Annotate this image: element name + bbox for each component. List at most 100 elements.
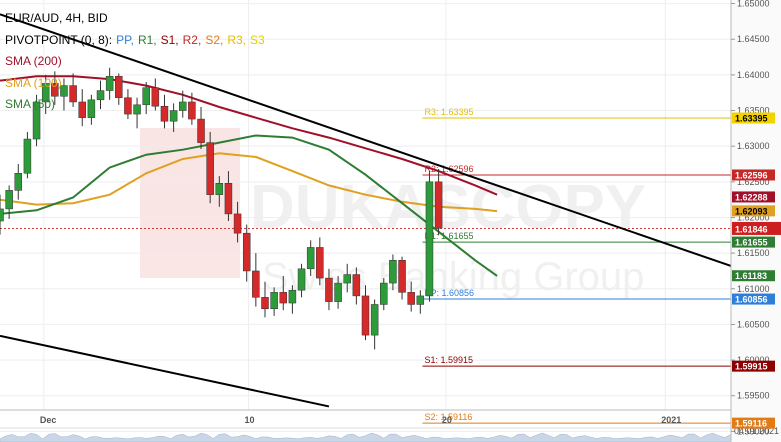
candle-body [334,282,342,302]
level-tag-s1-bg [732,360,775,372]
pivot-item: R1, [137,32,157,47]
y-tick-label: 1.65000 [737,0,770,9]
y-tick-label: 1.61500 [737,248,770,258]
y-tick-label: 1.64000 [737,70,770,80]
symbol-title: EUR/AUD, 4H, BID [5,11,108,25]
candle-body [224,183,233,215]
candle-body [179,101,187,111]
candle-body [124,97,132,115]
level-tag-s2-text: 1.59116 [735,419,767,429]
candle-body [297,268,306,291]
candle-body [188,101,196,120]
y-tick-label: 1.59500 [737,391,770,401]
price-tag-sma50-text: 1.61183 [735,271,767,281]
pivot-label-r3: R3: 1.63395 [425,107,474,117]
candle-body [5,190,13,210]
y-tick-label: 1.59000 [737,426,770,436]
candle-body [142,87,150,106]
candle-body [279,292,288,304]
candle-body [78,101,86,118]
level-tag-pp-text: 1.60856 [735,295,768,305]
price-tag-sma100-text: 1.62093 [735,206,768,216]
candle-body [14,173,23,191]
y-tick-label: 1.61000 [737,284,770,294]
candle-body [261,297,269,309]
candle-body [316,247,324,279]
candle-body [325,277,333,302]
candle-body [252,270,260,298]
price-tag-sma50-bg [732,270,775,282]
pivot-prefix: PIVOTPOINT (0, 8): [5,32,113,47]
pivot-item: S1, [160,32,179,47]
candle-body [197,118,205,143]
trend-line-upper-channel [0,13,732,267]
y-tick-label: 1.60000 [737,355,770,365]
candle-body [60,85,68,97]
y-tick-label: 1.63500 [737,106,770,116]
candle-body [23,138,32,174]
price-tag-current-bg [732,221,781,235]
x-tick-label: Dec [40,415,57,425]
candle-body [115,76,123,98]
pivot-label-s1: S1: 1.59915 [425,355,474,365]
time-axis: Dec 10 20 2021 04.01.2021 [0,409,779,436]
pivot-label-s2: S2: 1.59116 [425,412,473,422]
y-tick-label: 1.62000 [737,212,770,222]
pivot-legend: PIVOTPOINT (0, 8): PP, R1, S1, R2, S2, R3, S3 [5,30,273,52]
level-tag-s2-bg [732,417,775,429]
level-tag-r1-bg [732,236,775,248]
candle-body [41,83,50,103]
y-tick-label: 1.60500 [737,319,770,329]
pivot-item: PP, [116,32,134,47]
pivot-label-pp: PP: 1.60856 [425,288,475,298]
candle-body [270,292,278,309]
candle-body [32,101,41,140]
candle-body [370,304,379,336]
price-tag-sma100-bg [732,205,775,217]
trend-lines [0,13,732,408]
x-tick-label: 10 [245,415,255,425]
trend-line-lower-channel [0,334,330,408]
date-stamp: 04.01.2021 [734,426,779,436]
candlesticks [0,67,443,350]
level-tag-r3-text: 1.63395 [735,114,768,124]
level-tag-r3-bg [732,112,775,124]
price-tag-sma200-bg [732,191,775,203]
candle-body [416,295,425,305]
candle-body [96,90,105,101]
y-tick-label: 1.63000 [737,141,770,151]
level-tag-r2-bg [732,169,775,181]
price-tag-current-text: 1.61846 [735,224,768,234]
candle-body [425,181,434,297]
candle-body [133,104,141,115]
candle-body [215,183,224,195]
x-tick-label: 2021 [661,415,681,425]
candle-body [288,289,297,304]
level-tag-r2-text: 1.62596 [735,170,768,180]
candle-body [343,274,351,284]
sma200-line [0,75,498,196]
candle-body [160,105,169,122]
candle-body [398,260,406,293]
price-tag-sma200-text: 1.62288 [735,192,768,202]
pivot-label-r1: R1: 1.61655 [425,231,474,241]
candle-body [69,85,77,103]
candle-body [361,295,370,336]
pivot-item: R2, [182,32,202,47]
price-axis: 1.65000 1.64500 1.64000 1.63500 1.63000 1.625… [730,0,781,442]
grid [0,0,731,432]
candle-body [389,260,397,284]
level-tag-pp-bg [732,293,775,305]
candle-body [0,208,4,222]
pivot-item: R3, [227,32,247,47]
x-tick-label: 20 [442,415,452,425]
volume-area [0,432,732,442]
sma200-legend: SMA (200) [5,54,62,68]
y-tick-label: 1.62500 [737,177,770,187]
candle-body [434,181,443,229]
candle-body [206,142,214,195]
candle-body [380,282,388,305]
volume-panel [0,427,732,442]
pivot-items: PP, R1, S1, R2, S2, R3, S3 [116,33,269,47]
